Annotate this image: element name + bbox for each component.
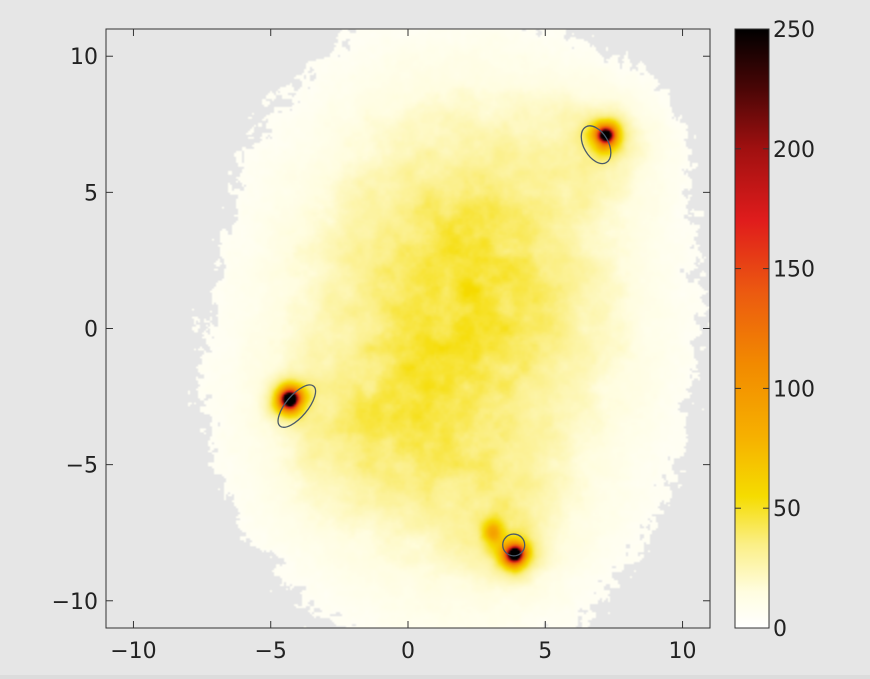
x-tick-label: 0 [401, 639, 415, 664]
y-tick-label: −5 [66, 454, 98, 479]
colorbar-tick-label: 150 [773, 258, 815, 283]
x-tick-label: 5 [538, 639, 552, 664]
contour-line [277, 384, 317, 428]
heatmap-image [106, 29, 710, 628]
colorbar-tick-label: 0 [773, 617, 787, 642]
x-tick-label: −10 [110, 639, 156, 664]
y-tick-label: 0 [84, 318, 98, 343]
x-tick-label: −5 [255, 639, 287, 664]
contour-line [502, 533, 526, 557]
colorbar-tick-label: 50 [773, 497, 801, 522]
colorbar-tick-label: 100 [773, 377, 815, 402]
y-tick-label: −10 [52, 590, 98, 615]
colorbar-tick-label: 200 [773, 138, 815, 163]
y-tick-label: 10 [70, 45, 98, 70]
x-tick-label: 10 [669, 639, 697, 664]
colorbar [734, 28, 770, 629]
contour-line [580, 125, 612, 165]
colorbar-tick-label: 250 [773, 18, 815, 43]
y-tick-label: 5 [84, 181, 98, 206]
